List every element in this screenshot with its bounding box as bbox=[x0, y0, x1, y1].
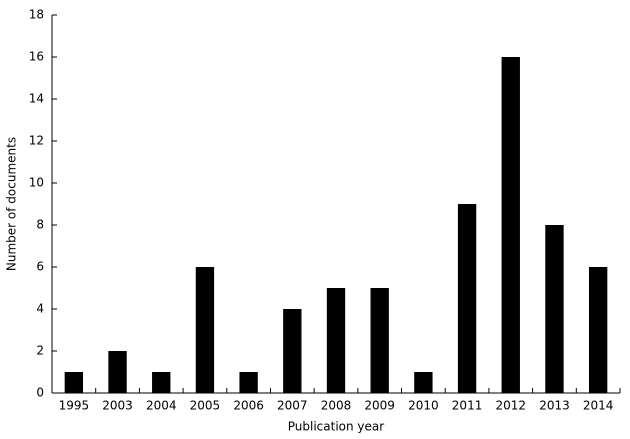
x-tick-label: 2009 bbox=[364, 399, 395, 413]
bar bbox=[195, 267, 215, 393]
y-tick-label: 14 bbox=[29, 92, 44, 106]
y-tick-label: 10 bbox=[29, 176, 44, 190]
y-tick-label: 16 bbox=[29, 50, 44, 64]
x-tick-label: 2005 bbox=[190, 399, 221, 413]
x-tick-label: 2004 bbox=[146, 399, 177, 413]
y-tick-label: 0 bbox=[36, 386, 44, 400]
bar bbox=[64, 372, 84, 393]
x-tick-label: 1995 bbox=[59, 399, 90, 413]
x-tick-label: 2006 bbox=[233, 399, 264, 413]
x-tick-label: 2014 bbox=[583, 399, 614, 413]
x-tick-label: 2008 bbox=[321, 399, 352, 413]
y-tick-label: 12 bbox=[29, 134, 44, 148]
bar bbox=[283, 309, 302, 393]
x-tick-label: 2012 bbox=[495, 399, 526, 413]
x-tick-label: 2007 bbox=[277, 399, 308, 413]
bar bbox=[501, 57, 520, 393]
y-tick-label: 8 bbox=[36, 218, 44, 232]
bar bbox=[326, 288, 346, 393]
bar bbox=[545, 225, 564, 393]
y-tick-label: 6 bbox=[36, 260, 44, 274]
y-tick-label: 4 bbox=[36, 302, 44, 316]
x-tick-label: 2013 bbox=[539, 399, 570, 413]
y-axis-title: Number of documents bbox=[5, 137, 19, 271]
bar bbox=[239, 372, 258, 393]
bar bbox=[457, 204, 477, 393]
bar bbox=[414, 372, 433, 393]
y-tick-label: 18 bbox=[29, 8, 44, 22]
bar bbox=[370, 288, 389, 393]
bar bbox=[152, 372, 171, 393]
x-tick-label: 2011 bbox=[452, 399, 483, 413]
x-tick-label: 2010 bbox=[408, 399, 439, 413]
x-axis-title: Publication year bbox=[288, 420, 385, 434]
y-tick-label: 2 bbox=[36, 344, 44, 358]
x-tick-label: 2003 bbox=[102, 399, 133, 413]
bar bbox=[108, 351, 127, 393]
bar bbox=[588, 267, 608, 393]
